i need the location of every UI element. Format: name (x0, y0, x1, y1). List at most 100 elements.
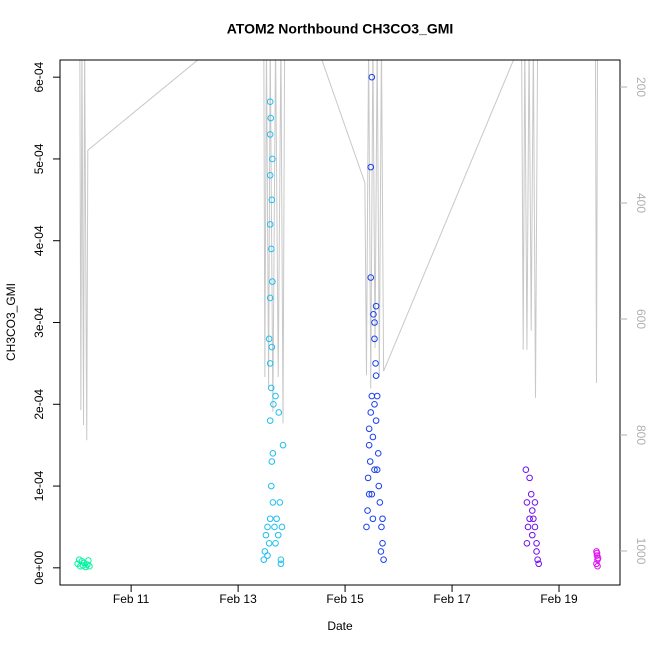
point (378, 523, 385, 531)
y-tick-label: 3e-04 (32, 307, 46, 338)
point (377, 548, 385, 555)
point (274, 531, 282, 539)
point (262, 531, 270, 539)
plot-area (74, 60, 602, 571)
y2-tick-label: 200 (634, 77, 648, 97)
point (528, 507, 536, 514)
point (533, 539, 540, 547)
point (269, 450, 277, 457)
y2-tick-label: 800 (634, 425, 648, 445)
chart-title: ATOM2 Northbound CH3CO3_GMI (227, 21, 454, 37)
point (266, 417, 274, 424)
point (364, 474, 372, 482)
point (531, 523, 539, 531)
point (372, 417, 380, 424)
point (269, 278, 276, 285)
point (276, 499, 284, 506)
point (275, 409, 283, 416)
point (522, 466, 530, 473)
point (267, 245, 275, 253)
point (266, 360, 274, 367)
point (364, 507, 371, 514)
point (272, 539, 279, 547)
point (526, 474, 533, 482)
point (369, 433, 377, 441)
point (261, 548, 269, 555)
point (266, 98, 274, 106)
point (370, 311, 377, 318)
y2-tick-label: 1000 (634, 538, 648, 565)
point (267, 384, 275, 392)
point (270, 400, 277, 408)
point (264, 552, 271, 559)
point (374, 450, 382, 457)
point (531, 499, 539, 506)
point (379, 515, 386, 523)
point (594, 562, 601, 570)
point (365, 441, 373, 449)
point (268, 196, 276, 204)
point (375, 482, 383, 490)
point (369, 515, 377, 523)
point (86, 562, 93, 570)
point (373, 466, 381, 473)
point (273, 515, 280, 523)
point (368, 73, 376, 81)
point (278, 523, 286, 531)
point (272, 392, 279, 400)
y-tick-label: 6e-04 (32, 62, 46, 93)
y-tick-label: 2e-04 (32, 389, 46, 420)
x-tick-label: Feb 17 (433, 592, 471, 606)
point (264, 523, 271, 531)
point (279, 441, 287, 449)
y-axis-label: CH3CO3_GMI (4, 283, 18, 361)
point (376, 499, 384, 506)
point (269, 155, 276, 163)
point (371, 400, 378, 408)
point (528, 531, 536, 539)
point (267, 114, 275, 122)
point (527, 490, 535, 498)
y-tick-label: 1e-04 (32, 470, 46, 501)
point (268, 343, 276, 351)
altitude-line (79, 60, 598, 441)
y-tick-label: 4e-04 (32, 225, 46, 256)
point (371, 466, 378, 473)
point (267, 482, 275, 490)
point (367, 163, 375, 171)
point (533, 548, 540, 555)
point (266, 294, 274, 302)
point (266, 131, 274, 138)
x-tick-label: Feb 19 (540, 592, 578, 606)
point (266, 515, 274, 523)
point (265, 539, 273, 547)
point (266, 221, 274, 228)
point (260, 556, 268, 563)
point (367, 274, 375, 281)
point (366, 458, 374, 465)
point (266, 172, 274, 179)
point (268, 458, 276, 465)
point (265, 335, 273, 343)
point (594, 554, 602, 562)
point (524, 523, 532, 531)
point (372, 360, 379, 367)
point (373, 392, 381, 400)
x-tick-label: Feb 11 (113, 592, 150, 606)
point (365, 425, 373, 433)
point (523, 539, 531, 547)
x-tick-label: Feb 15 (326, 592, 364, 606)
point (371, 335, 378, 343)
point (368, 392, 376, 400)
y-tick-label: 0e+00 (32, 551, 46, 585)
point (368, 490, 376, 498)
point (379, 539, 386, 547)
point (269, 499, 277, 506)
point (380, 556, 387, 563)
y2-tick-label: 600 (634, 309, 648, 329)
point (367, 409, 375, 416)
x-axis-label: Date (327, 619, 353, 633)
point (365, 490, 373, 498)
point (534, 556, 541, 563)
